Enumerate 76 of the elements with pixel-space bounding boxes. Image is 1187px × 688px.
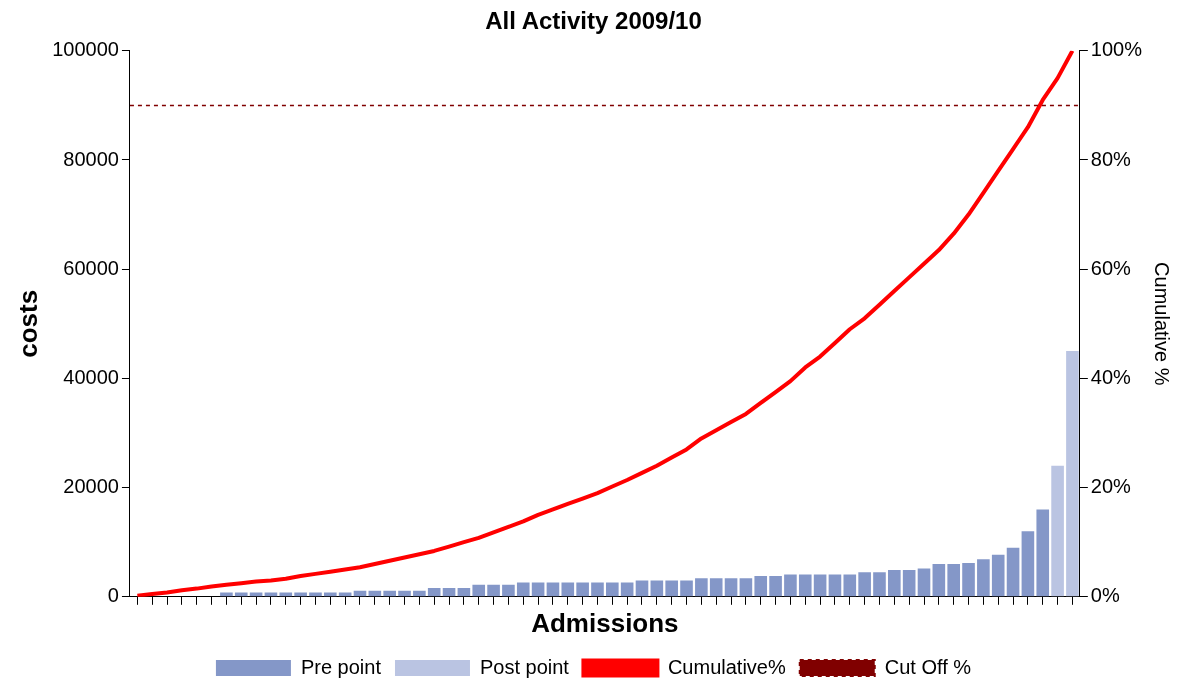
bar: [784, 574, 797, 597]
x-axis-title: Admissions: [531, 607, 679, 638]
bar: [264, 592, 278, 597]
chart-title: All Activity 2009/10: [485, 7, 702, 35]
bar: [932, 564, 946, 597]
bar: [591, 582, 604, 597]
y2-tick-label: 40%: [1090, 365, 1132, 388]
bar: [739, 578, 753, 597]
bar: [635, 580, 649, 597]
bar: [309, 592, 322, 597]
y2-tick-label: 60%: [1090, 256, 1132, 279]
bar: [516, 582, 530, 597]
y-tick-label: 40000: [63, 365, 119, 388]
bar: [220, 592, 233, 597]
bar: [442, 588, 456, 597]
y-axis-title: costs: [12, 289, 43, 358]
bar: [398, 590, 411, 597]
legend-label: Cumulative%: [667, 655, 786, 678]
bar: [769, 576, 782, 597]
y-tick-label: 80000: [63, 147, 119, 170]
y-tick-label: 60000: [63, 256, 119, 279]
bar: [754, 576, 768, 597]
bar: [798, 574, 812, 597]
legend-label: Post point: [479, 655, 570, 678]
bar: [665, 580, 678, 597]
bar: [709, 578, 723, 597]
bar: [650, 580, 664, 597]
bar: [279, 592, 293, 597]
bar: [1066, 351, 1079, 597]
legend-label: Cut Off %: [884, 655, 972, 678]
bar: [813, 574, 827, 597]
bar: [531, 582, 545, 597]
bar: [991, 554, 1005, 597]
bar: [249, 592, 263, 597]
bar: [487, 584, 500, 597]
bar: [977, 559, 990, 597]
bar: [427, 588, 441, 597]
bar: [873, 572, 886, 597]
bar: [324, 592, 337, 597]
bar: [457, 588, 471, 597]
bar: [902, 570, 916, 597]
bar: [695, 578, 708, 597]
bar: [338, 592, 352, 597]
legend-label: Pre point: [300, 655, 382, 678]
bar: [888, 570, 901, 597]
bar: [546, 582, 560, 597]
bar: [858, 572, 871, 597]
y2-tick-label: 0%: [1090, 584, 1120, 607]
bar: [234, 592, 248, 597]
y-tick-label: 0: [107, 584, 119, 607]
y2-axis-title: Cumulative %: [1151, 262, 1174, 386]
y-tick-label: 100000: [52, 38, 119, 61]
bar: [1021, 531, 1035, 597]
bar: [962, 562, 975, 597]
bar: [917, 568, 931, 597]
y2-tick-label: 20%: [1090, 475, 1132, 498]
bar: [606, 582, 619, 597]
y2-tick-label: 100%: [1090, 38, 1143, 61]
bar: [294, 592, 307, 597]
bar: [620, 582, 634, 597]
bar: [472, 584, 486, 597]
bar: [413, 590, 426, 597]
bar: [1051, 465, 1064, 597]
y2-tick-label: 80%: [1090, 147, 1132, 170]
bar: [1006, 547, 1020, 597]
bar: [828, 574, 842, 597]
bar: [561, 582, 575, 597]
bar: [1036, 509, 1050, 597]
bar: [724, 578, 738, 597]
bar: [502, 584, 515, 597]
bar: [680, 580, 693, 597]
bar: [383, 590, 396, 597]
bar: [947, 564, 960, 597]
bar: [843, 574, 857, 597]
y-tick-label: 20000: [63, 475, 119, 498]
bar: [576, 582, 589, 597]
